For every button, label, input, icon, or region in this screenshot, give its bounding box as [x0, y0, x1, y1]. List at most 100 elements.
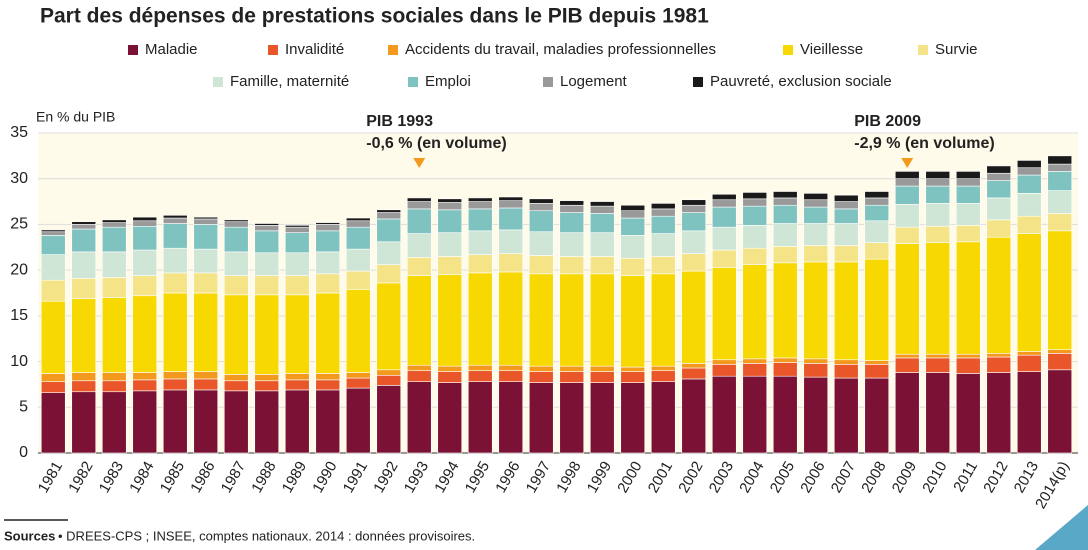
bar-segment — [742, 247, 768, 265]
bar-segment — [803, 193, 829, 201]
bar-segment — [101, 226, 127, 253]
bar-segment — [162, 389, 188, 454]
bar-segment — [833, 194, 859, 202]
bar-segment — [559, 382, 585, 454]
bar-segment — [132, 275, 158, 297]
bar-segment — [437, 382, 463, 454]
bar-segment — [406, 201, 432, 210]
bar-segment — [284, 389, 310, 454]
chart-title: Part des dépenses de prestations sociale… — [40, 5, 709, 28]
bar-segment — [894, 185, 920, 205]
legend-swatch — [408, 77, 418, 87]
x-tick-label: 1991 — [340, 458, 371, 495]
bar-segment — [101, 380, 127, 393]
bar-segment — [559, 365, 585, 372]
bar-segment — [498, 200, 524, 209]
bar-segment — [894, 204, 920, 228]
bar-segment — [803, 376, 829, 454]
bar-segment — [742, 358, 768, 364]
bar-segment — [101, 297, 127, 373]
bar-segment — [650, 215, 676, 234]
bar-segment — [193, 389, 219, 454]
x-tick-label: 1984 — [126, 458, 157, 495]
legend-label: Emploi — [425, 73, 471, 90]
bar-segment — [71, 251, 97, 279]
annotation-arrow — [413, 158, 426, 168]
bar-segment — [681, 212, 707, 232]
bar-segment — [345, 270, 371, 290]
bar-segment — [925, 357, 951, 373]
bar-segment — [162, 217, 188, 224]
bar-segment — [650, 381, 676, 454]
bar-segment — [742, 375, 768, 454]
y-tick-label: 25 — [10, 216, 28, 233]
legend-label: Accidents du travail, maladies professio… — [405, 41, 716, 58]
x-tick-label: 2001 — [645, 458, 676, 495]
x-tick-label: 1997 — [523, 458, 554, 495]
bar-segment — [315, 379, 341, 391]
bar-segment — [528, 382, 554, 454]
bar-segment — [223, 294, 249, 375]
bar-segment — [803, 358, 829, 364]
bar-segment — [223, 251, 249, 276]
bar-segment — [284, 226, 310, 233]
bar-segment — [650, 208, 676, 217]
y-tick-label: 5 — [19, 399, 28, 416]
bar-segment — [681, 199, 707, 206]
bar-segment — [1047, 163, 1073, 172]
bar-segment — [345, 220, 371, 228]
x-tick-label: 2009 — [889, 458, 920, 495]
bar-segment — [955, 353, 981, 359]
bar-segment — [315, 251, 341, 275]
bar-segment — [925, 178, 951, 187]
bar-segment — [315, 224, 341, 232]
bar-segment — [864, 220, 890, 244]
bar-segment — [559, 200, 585, 206]
bar-segment — [162, 223, 188, 249]
bar-segment — [833, 245, 859, 263]
bar-segment — [955, 203, 981, 226]
bar-segment — [40, 235, 66, 255]
x-tick-label: 1986 — [187, 458, 218, 495]
bar-segment — [925, 372, 951, 454]
bar-segment — [315, 373, 341, 381]
corner-decoration — [1035, 505, 1088, 550]
x-tick-label: 2000 — [614, 458, 645, 495]
bar-segment — [711, 206, 737, 228]
bar-segment — [223, 221, 249, 228]
bar-segment — [894, 372, 920, 454]
bar-segment — [833, 359, 859, 365]
bar-segment — [528, 255, 554, 275]
bar-segment — [620, 257, 646, 276]
bar-segment — [254, 230, 280, 254]
x-tick-label: 1992 — [370, 458, 401, 495]
bar-segment — [742, 198, 768, 207]
bar-segment — [589, 213, 615, 233]
bar-segment — [437, 198, 463, 203]
bar-segment — [193, 292, 219, 372]
y-axis-label: En % du PIB — [36, 109, 115, 125]
annotation: -2,9 % (en volume) — [854, 135, 994, 152]
bar-segment — [193, 216, 219, 220]
y-tick-label: 10 — [10, 353, 28, 370]
bar-segment — [650, 370, 676, 382]
bar-segment — [559, 212, 585, 233]
bar-segment — [681, 253, 707, 272]
bar-segment — [772, 197, 798, 206]
legend-label: Logement — [560, 73, 628, 90]
bar-segment — [589, 371, 615, 383]
bar-segment — [681, 270, 707, 364]
bar-segment — [955, 225, 981, 243]
bar-segment — [40, 392, 66, 454]
bar-segment — [223, 226, 249, 253]
bar-segment — [498, 271, 524, 366]
bar-segment — [1016, 215, 1042, 234]
bar-segment — [1016, 193, 1042, 217]
bar-segment — [132, 372, 158, 381]
legend-swatch — [693, 77, 703, 87]
bar-segment — [315, 273, 341, 294]
bar-segment — [315, 230, 341, 253]
bar-segment — [559, 232, 585, 257]
bar-segment — [1047, 353, 1073, 371]
bar-segment — [254, 252, 280, 276]
